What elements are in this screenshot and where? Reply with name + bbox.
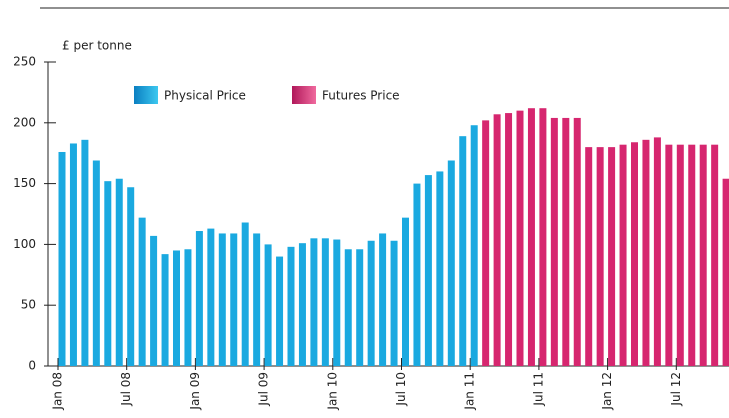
legend-label: Futures Price <box>322 89 400 103</box>
bar <box>264 244 272 366</box>
bar <box>184 249 192 366</box>
bar <box>127 187 135 366</box>
x-tick-label: Jul 10 <box>394 372 408 407</box>
bar <box>470 125 478 367</box>
bar <box>253 233 261 366</box>
bar <box>711 144 719 366</box>
bar <box>367 240 375 366</box>
legend-label: Physical Price <box>164 89 246 103</box>
bar <box>138 217 146 366</box>
legend-swatch <box>292 86 316 104</box>
bar <box>631 142 638 366</box>
bar <box>676 144 684 366</box>
y-tick-label: 100 <box>13 237 36 251</box>
x-tick-label: Jan 12 <box>600 372 614 411</box>
bar <box>287 246 295 366</box>
bar <box>81 139 89 366</box>
bar <box>516 110 524 366</box>
bar <box>115 178 123 366</box>
bar <box>688 144 696 366</box>
bar <box>58 151 66 366</box>
bar <box>459 136 467 366</box>
legend-swatch <box>134 86 158 104</box>
bar <box>298 243 306 366</box>
bar <box>550 117 558 366</box>
y-tick-label: 250 <box>13 55 36 69</box>
x-tick-label: Jan 10 <box>325 372 339 411</box>
bar <box>665 144 673 366</box>
y-axis-label: £ per tonne <box>62 39 132 53</box>
bar <box>230 233 238 366</box>
bar <box>104 181 112 366</box>
bar <box>356 249 364 366</box>
bar <box>562 117 570 366</box>
bar <box>321 238 329 366</box>
bar <box>699 144 707 366</box>
bar <box>92 160 100 366</box>
bar <box>333 239 341 366</box>
bar <box>505 113 513 367</box>
y-tick-label: 0 <box>28 359 36 373</box>
bar <box>608 147 616 366</box>
bar <box>619 144 627 366</box>
bar <box>539 108 547 366</box>
bar <box>402 217 409 366</box>
bar <box>653 137 661 366</box>
x-tick-label: Jul 09 <box>257 372 271 407</box>
bar <box>722 178 729 366</box>
bar <box>573 117 581 366</box>
bar <box>173 250 180 366</box>
bar <box>344 249 352 366</box>
x-tick-label: Jan 11 <box>463 372 477 411</box>
bar <box>413 183 421 366</box>
bar <box>69 143 77 366</box>
bar <box>195 231 203 366</box>
bar <box>482 120 490 366</box>
x-tick-label: Jul 12 <box>669 372 683 407</box>
y-tick-label: 50 <box>21 298 36 312</box>
x-tick-label: Jul 11 <box>531 372 545 407</box>
bar <box>447 160 455 366</box>
x-tick-label: Jan 09 <box>188 372 202 411</box>
x-tick-label: Jul 08 <box>119 372 133 407</box>
y-tick-label: 150 <box>13 176 36 190</box>
bar <box>379 233 387 366</box>
bar <box>218 233 226 366</box>
y-tick-label: 200 <box>13 115 36 129</box>
bar <box>596 147 604 366</box>
bar <box>150 235 158 366</box>
bar <box>207 228 215 366</box>
bar <box>493 114 501 367</box>
bar <box>436 171 444 366</box>
bar <box>585 147 593 366</box>
bar <box>424 175 432 366</box>
bar <box>390 240 398 366</box>
bar <box>527 108 535 366</box>
x-tick-label: Jan 08 <box>51 372 65 411</box>
bar <box>161 254 169 366</box>
bar <box>642 139 650 366</box>
bar <box>310 238 318 366</box>
bar <box>276 256 284 366</box>
bar <box>241 222 249 366</box>
